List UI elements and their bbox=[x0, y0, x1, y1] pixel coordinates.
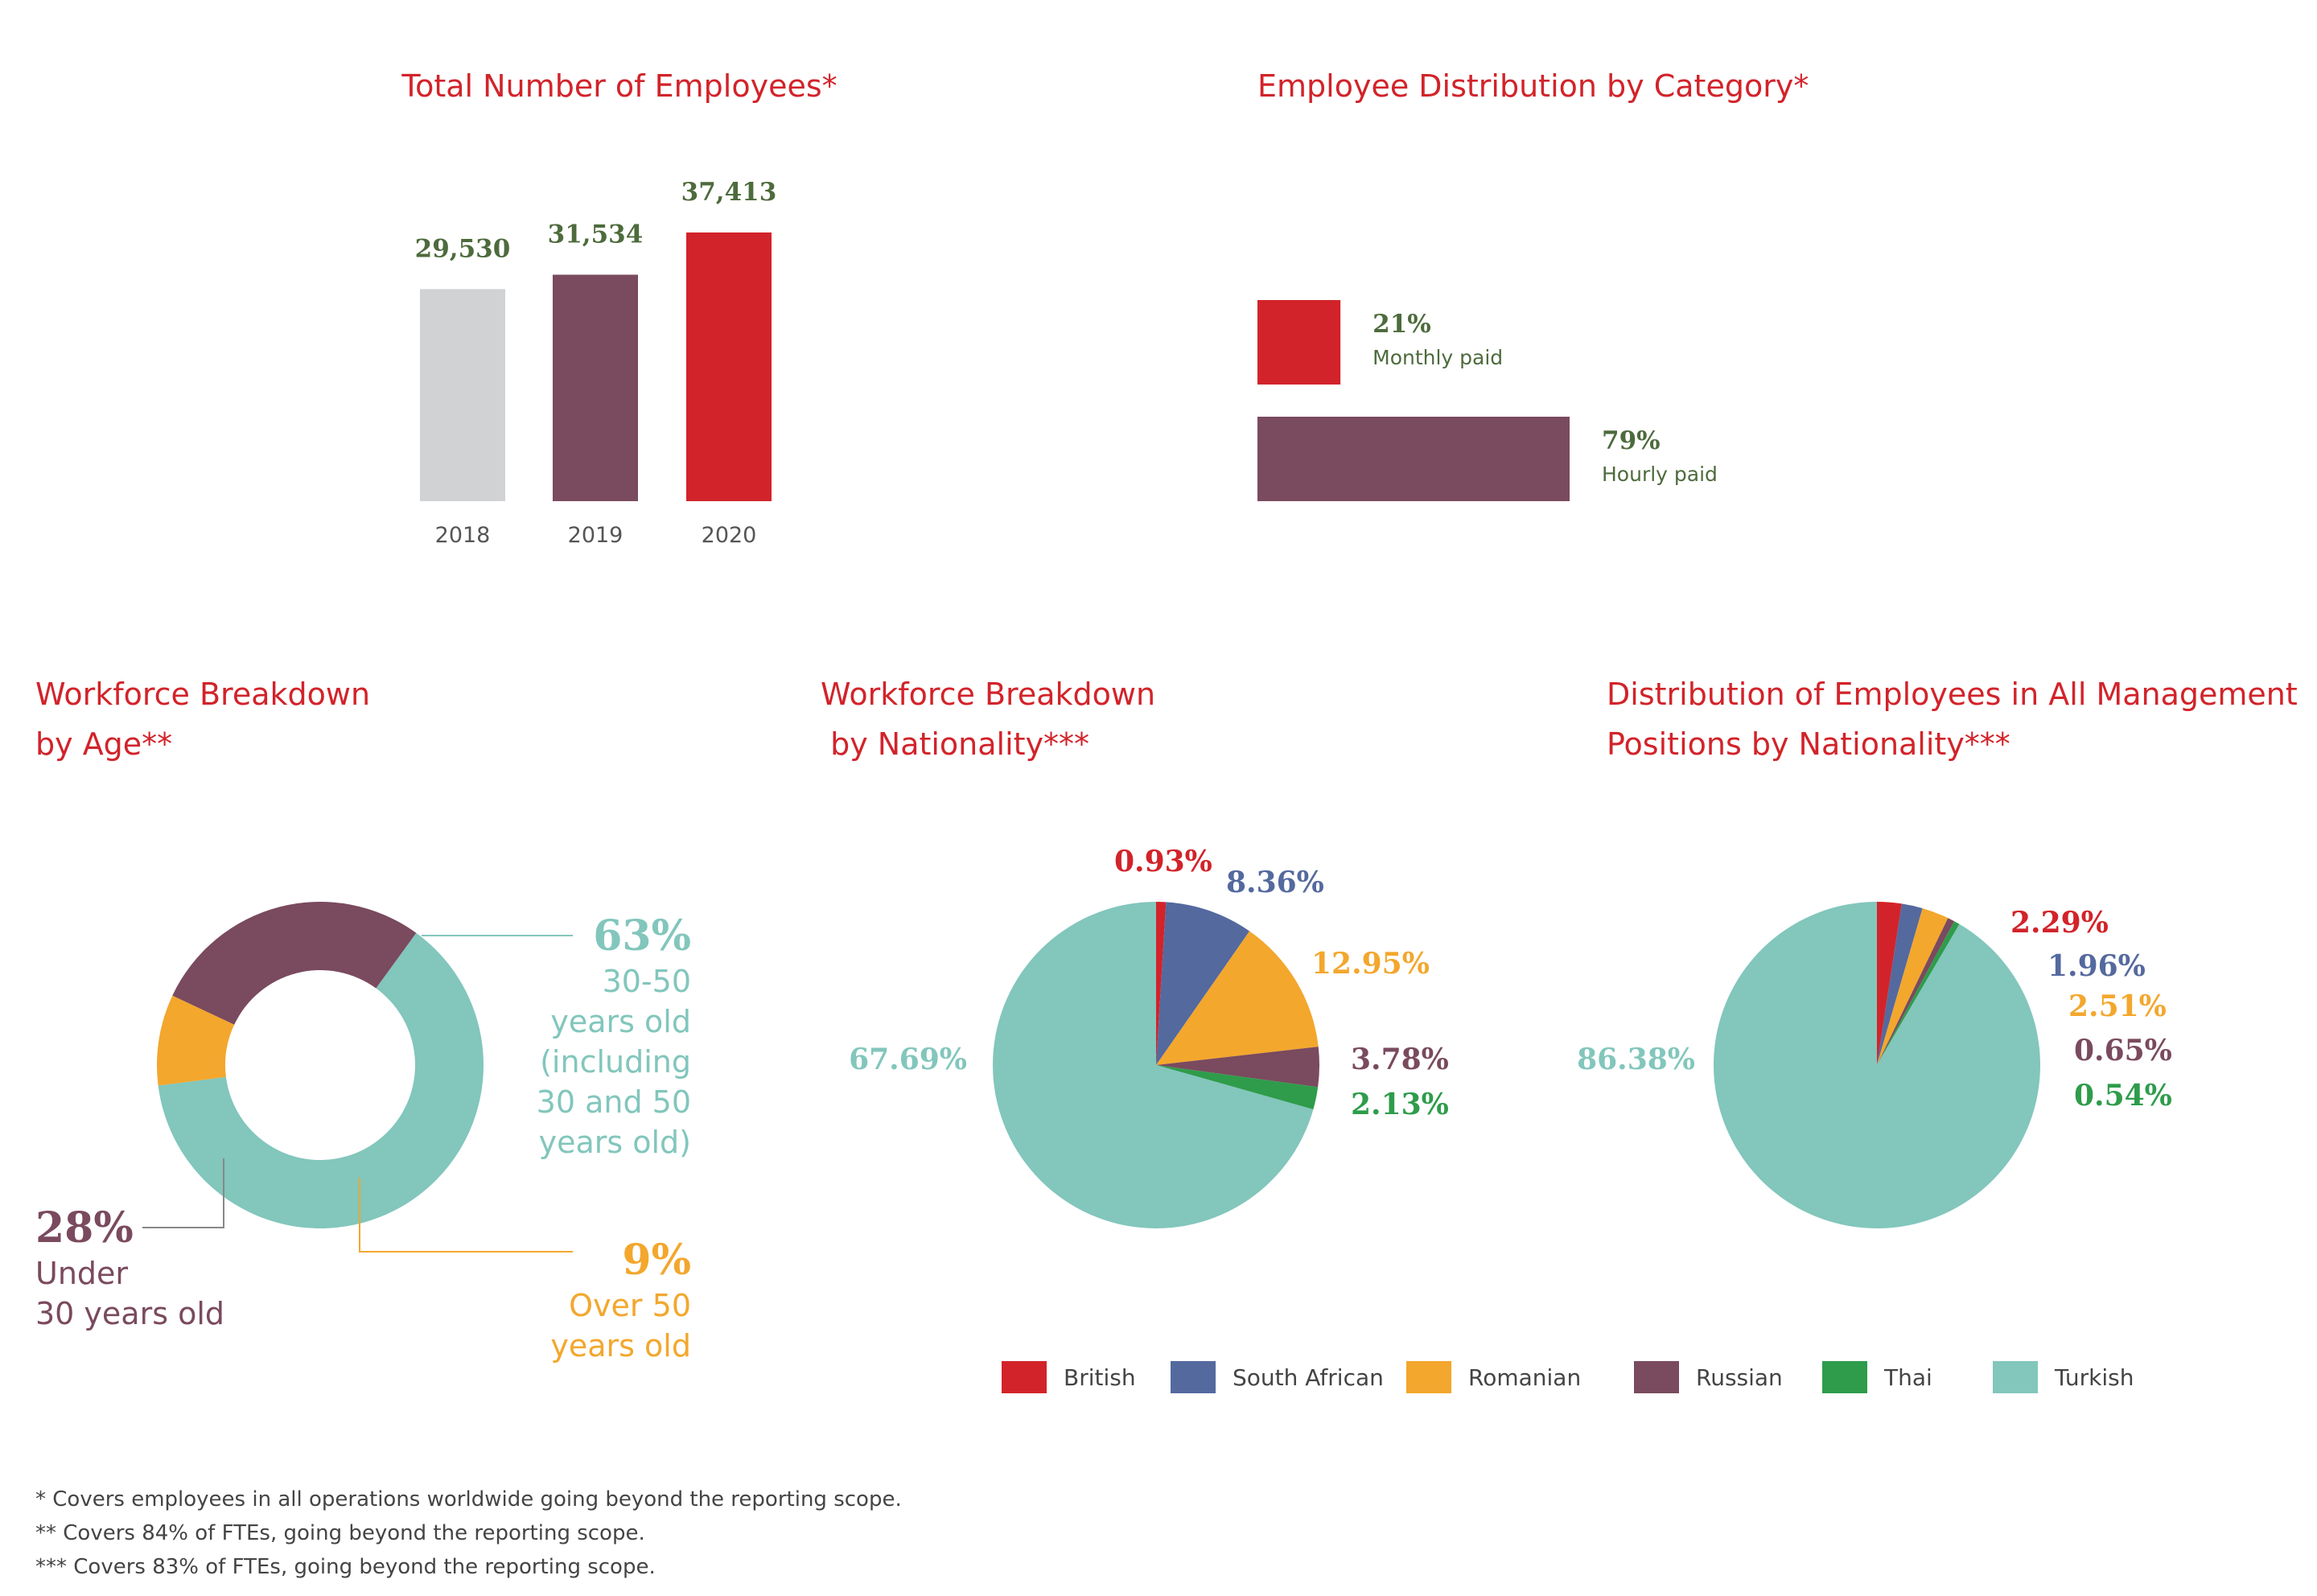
age-desc-over-50-line: Over 50 bbox=[569, 1288, 691, 1323]
nationality-legend: British South African Romanian Russian Thai T… bbox=[1002, 1361, 2134, 1393]
legend-label-british: British bbox=[1064, 1364, 1136, 1391]
age-desc-30-50-line: (including bbox=[540, 1044, 691, 1080]
age-labels: 63% 30-50 years old (including 30 and 50 year… bbox=[35, 911, 691, 1364]
pie-slice-thai bbox=[1877, 921, 1960, 1065]
legend-label-turkish: Turkish bbox=[2054, 1364, 2134, 1391]
bar-value-hourly-paid: 79% bbox=[1602, 426, 1661, 455]
footnote-3: *** Covers 83% of FTEs, going beyond the… bbox=[35, 1555, 656, 1579]
management-title-line-2: Positions by Nationality*** bbox=[1607, 726, 2010, 762]
pie-label-turkish: 86.38% bbox=[1577, 1043, 1695, 1076]
age-desc-30-50-line: years old bbox=[550, 1004, 691, 1039]
pie-slice-south-african bbox=[1156, 902, 1250, 1065]
age-desc-under-30-line: 30 years old bbox=[35, 1296, 224, 1331]
pie-slice-romanian bbox=[1877, 908, 1949, 1065]
footnotes: * Covers employees in all operations wor… bbox=[35, 1487, 902, 1579]
employees-bars: 29,530 2018 31,534 2019 37,413 2020 bbox=[415, 178, 777, 548]
bar-value-2018: 29,530 bbox=[415, 234, 511, 263]
age-chart-title: Workforce Breakdown by Age** bbox=[35, 677, 380, 762]
tick-label-2019: 2019 bbox=[568, 523, 623, 548]
age-desc-under-30-line: Under bbox=[35, 1256, 128, 1291]
category-chart-title: Employee Distribution by Category* bbox=[1257, 68, 1809, 104]
bar-2020 bbox=[686, 232, 772, 501]
age-chart: Workforce Breakdown by Age** 63% 30-50 yea… bbox=[35, 677, 691, 1364]
bar-label-monthly-paid: Monthly paid bbox=[1373, 346, 1503, 369]
management-pie bbox=[1714, 902, 2040, 1228]
management-chart: Distribution of Employees in All Managem… bbox=[1577, 677, 2307, 1228]
footnote-2: ** Covers 84% of FTEs, going beyond the … bbox=[35, 1521, 645, 1545]
age-desc-over-50-line: years old bbox=[550, 1328, 691, 1364]
nationality-pie-labels: 0.93% 8.36% 12.95% 3.78% 2.13% 67.69% bbox=[849, 845, 1449, 1121]
management-title-line-1: Distribution of Employees in All Managem… bbox=[1607, 677, 2298, 712]
pie-slice-british bbox=[1156, 902, 1167, 1065]
pie-slice-thai bbox=[1156, 1065, 1319, 1110]
pie-label-romanian: 12.95% bbox=[1311, 947, 1430, 981]
donut-slice-under-30-years-old bbox=[172, 902, 417, 1025]
legend-swatch-british bbox=[1002, 1361, 1047, 1393]
pie-label-british: 0.93% bbox=[1114, 845, 1212, 878]
pie-slice-russian bbox=[1877, 918, 1955, 1065]
bar-label-hourly-paid: Hourly paid bbox=[1602, 463, 1718, 486]
legend-label-romanian: Romanian bbox=[1468, 1364, 1581, 1391]
pie-label-russian: 0.65% bbox=[2074, 1034, 2172, 1067]
pie-slice-turkish bbox=[1714, 902, 2040, 1228]
pie-label-thai: 2.13% bbox=[1351, 1088, 1449, 1121]
pie-slice-russian bbox=[1156, 1047, 1320, 1088]
pie-label-romanian: 2.51% bbox=[2068, 989, 2167, 1023]
pie-slice-british bbox=[1877, 902, 1902, 1065]
legend-swatch-russian bbox=[1634, 1361, 1679, 1393]
employees-chart-title: Total Number of Employees* bbox=[401, 68, 837, 104]
age-pct-over-50: 9% bbox=[622, 1236, 691, 1285]
legend-label-russian: Russian bbox=[1696, 1364, 1783, 1391]
pie-label-russian: 3.78% bbox=[1351, 1043, 1449, 1076]
age-desc-30-50-line: years old) bbox=[539, 1125, 691, 1160]
category-chart: Employee Distribution by Category* 21% Mo… bbox=[1257, 68, 1809, 501]
bar-hourly-paid bbox=[1257, 417, 1570, 501]
pie-slice-turkish bbox=[993, 902, 1314, 1228]
management-chart-title: Distribution of Employees in All Managem… bbox=[1607, 677, 2307, 762]
leader-line-under-30 bbox=[142, 1158, 224, 1228]
legend-label-thai: Thai bbox=[1883, 1364, 1932, 1391]
management-pie-labels: 2.29% 1.96% 2.51% 0.65% 0.54% 86.38% bbox=[1577, 906, 2172, 1113]
nationality-chart-title: Workforce Breakdown by Nationality*** bbox=[821, 677, 1224, 762]
bar-value-2020: 37,413 bbox=[681, 178, 777, 207]
legend-swatch-turkish bbox=[1993, 1361, 2038, 1393]
pie-label-south-african: 1.96% bbox=[2047, 949, 2146, 983]
legend-swatch-thai bbox=[1822, 1361, 1867, 1393]
donut-slice-over-50-years-old bbox=[157, 995, 235, 1086]
age-donut bbox=[157, 902, 484, 1229]
bar-monthly-paid bbox=[1257, 300, 1341, 385]
bar-2019 bbox=[553, 274, 638, 501]
bar-value-monthly-paid: 21% bbox=[1373, 310, 1431, 339]
legend-label-south-african: South African bbox=[1233, 1364, 1384, 1391]
donut-slice-30-50-years-old-including-30-and-50-years-old bbox=[158, 932, 484, 1229]
pie-slice-south-african bbox=[1877, 903, 1923, 1065]
tick-label-2018: 2018 bbox=[435, 523, 491, 548]
tick-label-2020: 2020 bbox=[702, 523, 757, 548]
category-bars: 21% Monthly paid 79% Hourly paid bbox=[1257, 300, 1718, 501]
age-pct-under-30: 28% bbox=[35, 1203, 134, 1253]
legend-swatch-south-african bbox=[1171, 1361, 1216, 1393]
nationality-pie bbox=[993, 902, 1320, 1228]
pie-label-south-african: 8.36% bbox=[1226, 866, 1324, 899]
nationality-title-line-1: Workforce Breakdown bbox=[821, 677, 1155, 712]
employees-chart: Total Number of Employees* 29,530 2018 31,… bbox=[401, 68, 837, 548]
age-pct-30-50: 63% bbox=[593, 911, 691, 960]
nationality-chart: Workforce Breakdown by Nationality*** 0.… bbox=[821, 677, 1449, 1228]
pie-label-thai: 0.54% bbox=[2074, 1079, 2172, 1113]
bar-2018 bbox=[420, 289, 505, 501]
age-desc-30-50-line: 30 and 50 bbox=[537, 1084, 691, 1120]
pie-slice-romanian bbox=[1156, 931, 1319, 1065]
pie-label-british: 2.29% bbox=[2010, 906, 2109, 940]
age-title-line-2: by Age** bbox=[35, 726, 172, 762]
pie-label-turkish: 67.69% bbox=[849, 1043, 967, 1076]
age-desc-30-50-line: 30-50 bbox=[603, 964, 691, 999]
bar-value-2019: 31,534 bbox=[548, 220, 644, 249]
age-title-line-1: Workforce Breakdown bbox=[35, 677, 370, 712]
legend-swatch-romanian bbox=[1406, 1361, 1451, 1393]
leader-line-over-50 bbox=[359, 1178, 573, 1253]
footnote-1: * Covers employees in all operations wor… bbox=[35, 1487, 902, 1512]
nationality-title-line-2: by Nationality*** bbox=[821, 726, 1089, 762]
